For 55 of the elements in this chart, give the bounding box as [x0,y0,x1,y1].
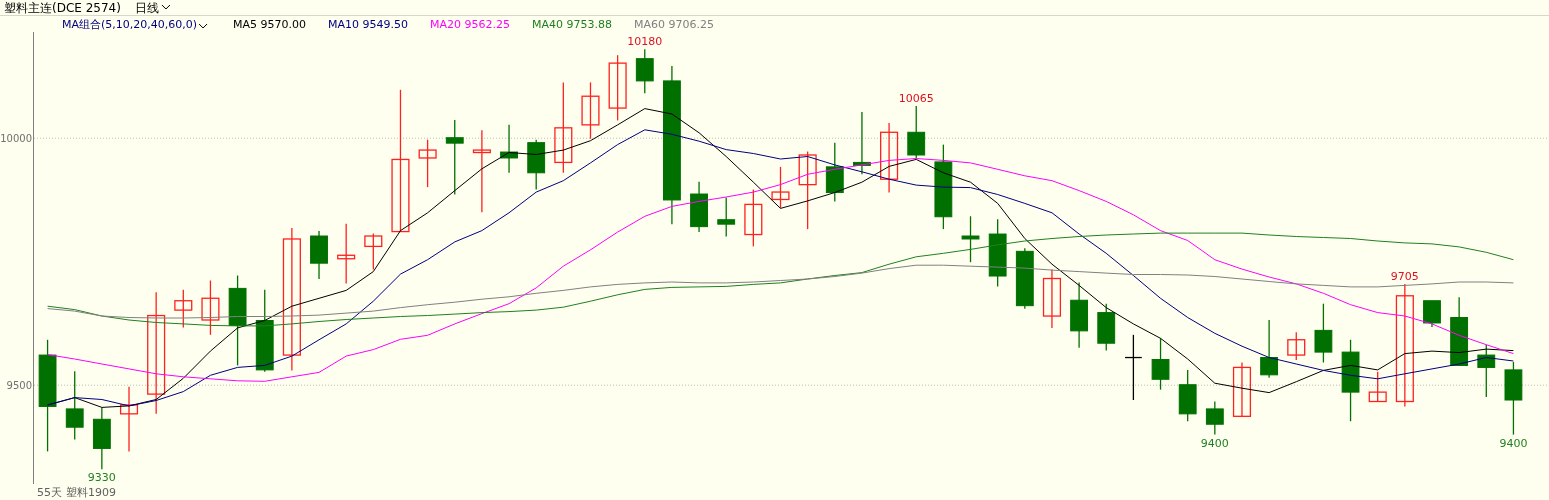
candlestick [880,122,899,194]
line-series [47,158,1514,382]
candlestick [65,370,84,441]
text: MA40 9753.88 [532,18,613,31]
candlestick [907,105,926,159]
candlestick [1287,331,1306,361]
text: MA10 9549.50 [328,18,409,31]
candlestick [1423,300,1441,328]
legend-label: MA5 9570.00 [233,18,307,31]
candlestick [1151,337,1170,391]
text: 塑料1909 [66,486,116,499]
line-series [47,232,1514,327]
candlestick [174,289,193,329]
annotation: 9705 [1390,269,1419,283]
candlestick [717,196,736,238]
candlestick [147,291,166,415]
candlestick [418,139,437,188]
candlestick [1395,283,1414,408]
text: MA60 9706.25 [634,18,715,31]
candlestick [771,166,790,209]
annotation: 9400 [1499,436,1528,450]
text: MA20 9562.25 [430,18,511,31]
annotation: 9330 [87,471,116,485]
candlestick [798,150,817,230]
candlestick [445,119,464,196]
candlestick [1477,344,1496,398]
candlestick [635,48,654,94]
candlestick [554,81,573,174]
candlestick [581,81,600,140]
candlestick [391,89,410,233]
annotation: 9400 [1200,436,1229,450]
candlestick [1314,303,1333,364]
chart-title: 塑料主连(DCE 2574) [4,1,121,15]
candlestick [201,279,220,336]
candlestick [119,386,139,453]
candlestick [1042,268,1062,329]
candlestick [961,215,980,263]
candlestick [282,227,301,372]
candlestick [1368,371,1387,403]
candlestick [1232,361,1252,417]
candlestick [744,188,763,248]
y-tick-label: 9500 [6,380,32,392]
annotation: 10065 [898,92,934,106]
candlestick [1205,400,1224,436]
candlestick [364,232,383,271]
annotation: 10180 [627,35,663,49]
legend-title: MA组合(5,10,20,40,60,0) [62,18,198,31]
line-series [47,264,1514,319]
candlestick [1260,319,1279,379]
candlestick [608,54,627,122]
text: 55天 [37,486,62,499]
chart-subtitle: 日线 [134,1,159,15]
candlestick [337,223,356,285]
y-tick-label: 10000 [0,133,32,145]
candlestick [472,129,491,213]
